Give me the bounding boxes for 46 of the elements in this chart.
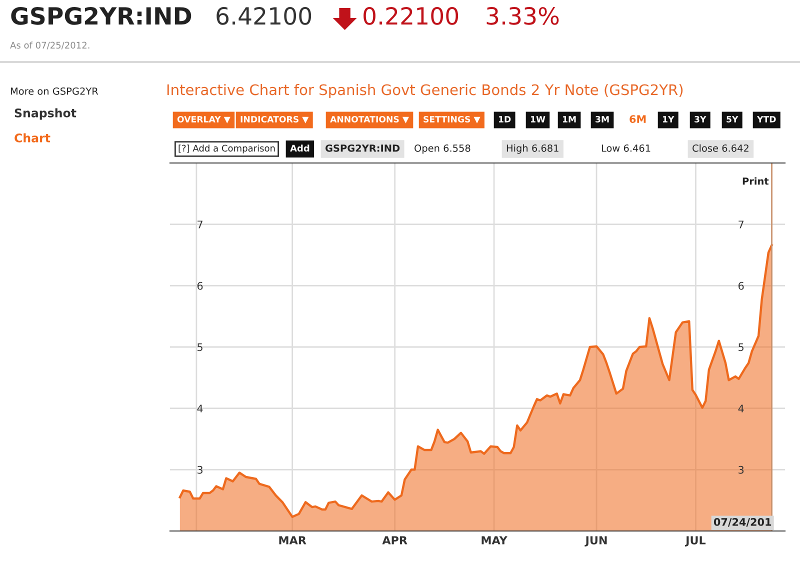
text: 3.33% [486, 6, 559, 25]
text: GSPG2YR:IND [325, 144, 400, 152]
text: 1W [530, 116, 546, 122]
y2-tick-label: 5 [738, 343, 744, 352]
text: 6.42100 [216, 6, 312, 25]
y-tick-label: 7 [198, 220, 202, 228]
text: 1M [562, 116, 576, 122]
text: YTD [756, 116, 776, 122]
text: Open 6.558 [414, 144, 470, 154]
annotation: Print [742, 177, 769, 185]
text: Low 6.461 [602, 144, 650, 152]
x-tick-label: APR [382, 536, 408, 544]
text: 1D [498, 116, 511, 122]
text: 6M [630, 115, 646, 124]
y2-tick-label: 6 [738, 282, 744, 290]
y-tick-label: 3 [198, 466, 202, 474]
text: OVERLAY ▼ [177, 116, 230, 124]
y2-tick-label: 7 [738, 220, 744, 228]
text: As of 07/25/2012. [10, 42, 90, 50]
text: GSPG2YR:IND [11, 6, 192, 25]
y-tick-label: 4 [197, 404, 203, 412]
x-tick-label: JUN [584, 536, 607, 547]
text: 3Y [694, 116, 706, 122]
text: INDICATORS ▼ [240, 116, 309, 124]
text: SETTINGS ▼ [424, 116, 480, 124]
text: 0.22100 [364, 6, 458, 25]
text: High 6.681 [506, 144, 558, 154]
x-tick-label: MAR [279, 536, 306, 544]
text: [?] Add a Comparison [178, 144, 275, 154]
y2-tick-label: 3 [738, 466, 744, 474]
text: Close 6.642 [692, 144, 748, 152]
text: More on GSPG2YR [10, 87, 98, 95]
text: 1Y [662, 116, 674, 122]
x-tick-label: MAY [482, 536, 508, 544]
text: ANNOTATIONS ▼ [330, 116, 410, 124]
text: Add [290, 144, 310, 152]
y-tick-label: 6 [197, 282, 203, 290]
text: 5Y [726, 116, 738, 122]
text: 3M [596, 116, 609, 122]
x-tick-label: JUL [684, 536, 706, 547]
y2-tick-label: 4 [738, 404, 744, 412]
text: Snapshot [14, 108, 76, 120]
text: Chart [14, 133, 50, 142]
ref-line-label: 07/24/201 [714, 518, 772, 527]
chart-title: Interactive Chart for Spanish Govt Generic Bonds 2 Yr Note (GSPG2YR) [167, 84, 683, 98]
y-tick-label: 5 [198, 343, 202, 352]
